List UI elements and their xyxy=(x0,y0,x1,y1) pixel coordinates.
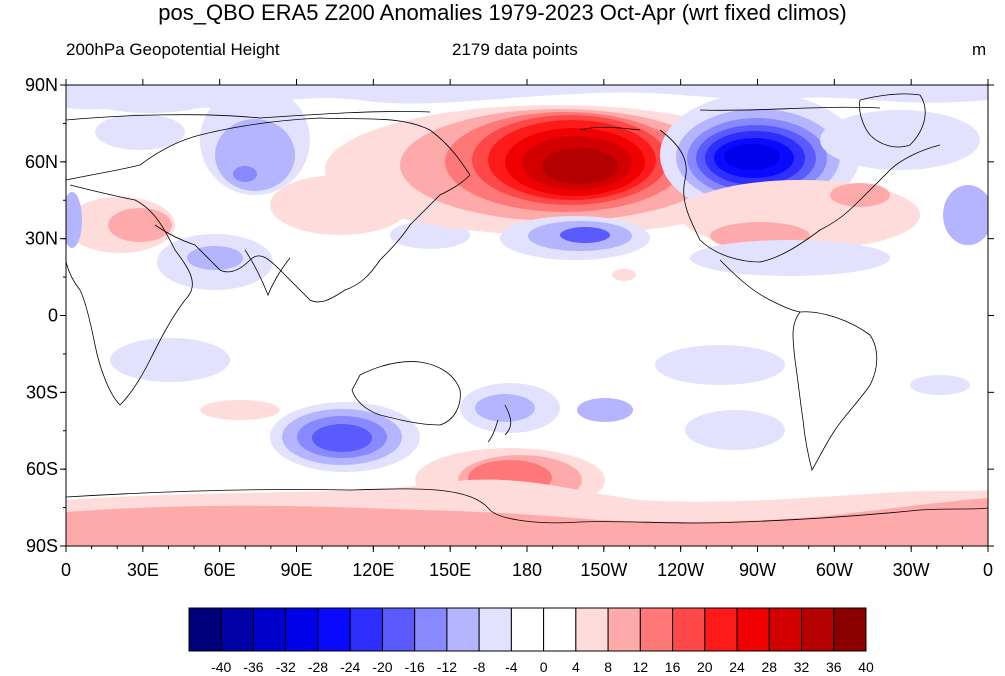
lat-label: 30S xyxy=(26,382,58,402)
lon-label: 120E xyxy=(352,560,394,580)
colorbar-swatch xyxy=(510,607,545,652)
antarctica-coast xyxy=(66,488,988,524)
lat-label: 0 xyxy=(48,306,58,326)
coastlines xyxy=(66,93,988,524)
colorbar-label: 0 xyxy=(540,659,548,675)
datapoints-subtitle: 2179 data points xyxy=(452,40,578,59)
colorbar-swatch xyxy=(575,607,609,652)
colorbar-label: 24 xyxy=(729,659,745,675)
lon-label: 60W xyxy=(816,560,853,580)
colorbar-swatch xyxy=(317,607,351,652)
lon-label: 60E xyxy=(204,560,236,580)
lon-label: 150E xyxy=(429,560,471,580)
colorbar-label: -16 xyxy=(405,659,425,675)
colorbar-label: -28 xyxy=(308,659,328,675)
colorbar-label: -4 xyxy=(505,659,518,675)
colorbar-label: 12 xyxy=(633,659,649,675)
india-coast xyxy=(244,249,291,297)
colorbar-swatch xyxy=(639,607,674,652)
colorbar-swatch xyxy=(543,607,577,652)
longitude-axis: 0 30E 60E 90E 120E 150E 180 150W 120W 90W 60W 30W 0 xyxy=(61,79,993,580)
north-america-anomalies xyxy=(655,180,988,385)
colorbar-label: 36 xyxy=(826,659,842,675)
plot-title: pos_QBO ERA5 Z200 Anomalies 1979-2023 Oc… xyxy=(158,0,847,25)
colorbar-label: 40 xyxy=(858,659,874,675)
lon-label: 120W xyxy=(657,560,704,580)
colorbar-swatch xyxy=(801,607,835,652)
colorbar-label: -32 xyxy=(276,659,296,675)
colorbar-swatch xyxy=(220,607,254,652)
lat-label: 90N xyxy=(25,75,58,95)
anomaly-field xyxy=(66,85,988,546)
colorbar-label: 32 xyxy=(794,659,810,675)
colorbar-label: -12 xyxy=(437,659,457,675)
colorbar-label: -40 xyxy=(211,659,231,675)
central-america-coast xyxy=(719,259,801,313)
latitude-axis: 90N 60N 30N 0 30S 60S 90S xyxy=(25,75,994,556)
colorbar-swatch xyxy=(188,607,222,652)
colorbar-swatch xyxy=(252,607,287,652)
south-america-coast xyxy=(792,311,878,472)
colorbar-swatch xyxy=(704,607,738,652)
new-zealand-coast xyxy=(487,404,512,443)
colorbar-label: 4 xyxy=(572,659,580,675)
colorbar-swatch xyxy=(672,607,706,652)
colorbar-label: -8 xyxy=(473,659,486,675)
colorbar-swatch xyxy=(446,607,480,652)
lon-label: 0 xyxy=(983,560,993,580)
colorbar-swatch xyxy=(349,607,383,652)
antarctic-positive-ring xyxy=(66,479,988,546)
colorbar-swatch xyxy=(414,607,448,652)
lon-label: 90E xyxy=(280,560,312,580)
variable-subtitle: 200hPa Geopotential Height xyxy=(66,40,280,59)
lat-label: 30N xyxy=(25,229,58,249)
lon-label: 180 xyxy=(512,560,542,580)
australia-coast xyxy=(351,361,461,426)
colorbar-swatch xyxy=(736,607,770,652)
colorbar-label: 28 xyxy=(761,659,777,675)
units-label: m xyxy=(972,40,987,59)
lon-label: 150W xyxy=(580,560,627,580)
colorbar-label: -36 xyxy=(243,659,263,675)
colorbar-label: -24 xyxy=(340,659,360,675)
colorbar-swatch xyxy=(607,607,641,652)
colorbar-swatch xyxy=(478,607,512,652)
colorbar: -40 -36 -32 -28 -24 -20 -16 -12 -8 -4 0 4 8 12 16 20 24 2… xyxy=(188,607,874,675)
colorbar-label: 20 xyxy=(697,659,713,675)
lon-label: 30E xyxy=(127,560,159,580)
subtropical-pacific-negative xyxy=(500,216,650,281)
colorbar-swatch xyxy=(285,607,319,652)
colorbar-label: 16 xyxy=(665,659,681,675)
arctic-coast xyxy=(66,106,881,121)
lat-label: 90S xyxy=(26,536,58,556)
colorbar-label: 8 xyxy=(604,659,612,675)
colorbar-swatch xyxy=(833,607,867,652)
lat-label: 60S xyxy=(26,459,58,479)
africa-coast xyxy=(66,184,193,406)
colorbar-label: -20 xyxy=(372,659,392,675)
colorbar-swatch xyxy=(381,607,416,652)
north-america-coast xyxy=(579,126,941,263)
arctic-negative-band xyxy=(66,85,988,195)
eurasia-coast xyxy=(66,117,471,303)
lat-label: 60N xyxy=(25,152,58,172)
north-pacific-positive-anomaly xyxy=(325,105,785,235)
greenland-coast xyxy=(859,93,926,148)
lon-label: 90W xyxy=(739,560,776,580)
colorbar-swatch xyxy=(768,607,803,652)
eurasia-anomalies xyxy=(66,175,470,382)
lon-label: 30W xyxy=(893,560,930,580)
lon-label: 0 xyxy=(61,560,71,580)
